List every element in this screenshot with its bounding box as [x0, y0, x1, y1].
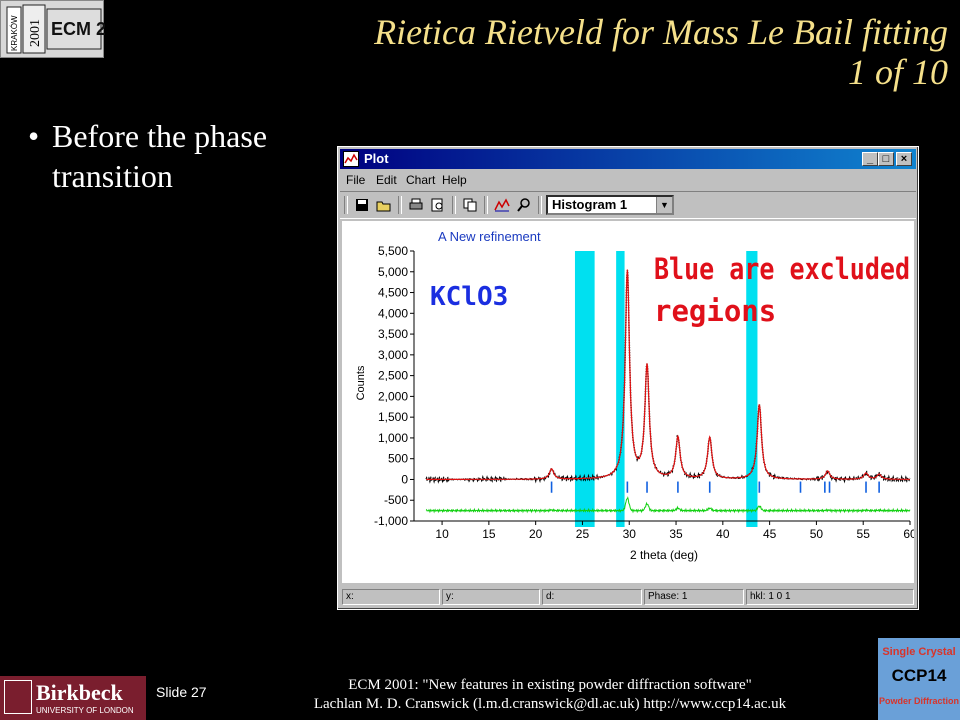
- slide-title-line2: 1 of 10: [847, 52, 948, 92]
- x-tick-label: 50: [810, 527, 824, 541]
- menu-chart[interactable]: Chart: [406, 173, 436, 187]
- bullet-line2: transition: [52, 158, 173, 194]
- status-y: y:: [442, 589, 540, 605]
- x-tick-label: 20: [529, 527, 543, 541]
- footer: ECM 2001: "New features in existing powd…: [230, 676, 870, 714]
- status-x: x:: [342, 589, 440, 605]
- slide-title-line1: Rietica Rietveld for Mass Le Bail fittin…: [374, 12, 948, 52]
- status-bar: x: y: d: Phase: 1 hkl: 1 0 1: [340, 587, 916, 607]
- y-tick-label: 5,500: [378, 244, 408, 258]
- chart-icon[interactable]: [492, 195, 512, 215]
- x-tick-label: 55: [857, 527, 871, 541]
- slide-title: Rietica Rietveld for Mass Le Bail fittin…: [228, 12, 948, 92]
- window-title: Plot: [364, 151, 389, 166]
- toolbar-separator: [538, 196, 542, 214]
- x-tick-label: 35: [669, 527, 683, 541]
- compound-label: KClO3: [430, 282, 508, 312]
- bullet-icon: •: [28, 118, 40, 154]
- y-tick-label: 2,000: [378, 389, 408, 403]
- birkbeck-logo: Birkbeck UNIVERSITY OF LONDON: [0, 676, 146, 720]
- minimize-button[interactable]: _: [862, 152, 878, 166]
- y-tick-label: 3,000: [378, 348, 408, 362]
- y-tick-label: 1,000: [378, 431, 408, 445]
- menu-edit[interactable]: Edit: [376, 173, 397, 187]
- print-icon[interactable]: [406, 195, 426, 215]
- histogram-select[interactable]: Histogram 1 ▼: [546, 195, 674, 215]
- ecm-logo-city: KRAKÓW: [10, 15, 19, 51]
- y-tick-label: 4,000: [378, 306, 408, 320]
- chevron-down-icon[interactable]: ▼: [656, 197, 672, 213]
- toolbar-separator: [452, 196, 456, 214]
- chart-title: A New refinement: [438, 229, 541, 244]
- ecm-logo-name: ECM 20: [51, 19, 105, 39]
- crest-icon: [4, 680, 32, 714]
- ccp14-logo: Single Crystal CCP14 Powder Diffraction: [878, 638, 960, 720]
- open-icon[interactable]: [374, 195, 394, 215]
- toolbar: Histogram 1 ▼: [340, 191, 916, 219]
- y-tick-label: 0: [401, 472, 408, 486]
- bullet-line1: Before the phase: [52, 118, 268, 154]
- excluded-region: [616, 251, 625, 527]
- difference-curve: [425, 496, 911, 514]
- excluded-region: [746, 251, 758, 527]
- excluded-note-line1: Blue are excluded: [654, 252, 910, 286]
- x-tick-label: 25: [576, 527, 590, 541]
- footer-line1: ECM 2001: "New features in existing powd…: [348, 677, 752, 693]
- toolbar-separator: [484, 196, 488, 214]
- window-titlebar[interactable]: Plot _ □ ×: [340, 149, 916, 169]
- x-tick-label: 30: [623, 527, 637, 541]
- status-hkl: hkl: 1 0 1: [746, 589, 914, 605]
- plot-app-icon: [343, 151, 359, 167]
- copy-icon[interactable]: [460, 195, 480, 215]
- y-tick-label: 4,500: [378, 286, 408, 300]
- toolbar-separator: [344, 196, 348, 214]
- ccp14-line3: Powder Diffraction: [878, 696, 959, 706]
- diffraction-chart: 5,500 5,000 4,500 4,000 3,500 3,000 2,500 2,000…: [355, 229, 917, 562]
- ccp14-line1: Single Crystal: [882, 646, 956, 658]
- y-tick-label: 5,000: [378, 265, 408, 279]
- print-preview-icon[interactable]: [428, 195, 448, 215]
- ecm-logo-year: 2001: [28, 19, 43, 47]
- close-button[interactable]: ×: [896, 152, 912, 166]
- y-tick-label: 2,500: [378, 369, 408, 383]
- maximize-button[interactable]: □: [878, 152, 894, 166]
- status-phase: Phase: 1: [644, 589, 744, 605]
- x-tick-label: 40: [716, 527, 730, 541]
- menu-bar: File Edit Chart Help: [340, 171, 916, 189]
- footer-line2: Lachlan M. D. Cranswick (l.m.d.cranswick…: [313, 696, 787, 712]
- x-tick-label: 10: [435, 527, 449, 541]
- excluded-note-line2: regions: [654, 294, 776, 328]
- x-tick-label: 45: [763, 527, 777, 541]
- plot-window: Plot _ □ × File Edit Chart Help: [337, 146, 919, 610]
- birkbeck-name: Birkbeck: [36, 680, 123, 705]
- ccp14-line2: CCP14: [891, 666, 947, 685]
- excluded-region: [574, 251, 595, 527]
- y-tick-label: 500: [388, 452, 408, 466]
- menu-help[interactable]: Help: [442, 173, 467, 187]
- birkbeck-sub: UNIVERSITY OF LONDON: [36, 706, 134, 715]
- x-tick-label: 15: [482, 527, 496, 541]
- x-tick-label: 60: [903, 527, 914, 541]
- ecm-logo: KRAKÓW 2001 ECM 20: [0, 0, 116, 58]
- chart-xlabel: 2 theta (deg): [630, 548, 698, 562]
- calculated-curve: [426, 269, 910, 480]
- status-d: d:: [542, 589, 642, 605]
- menu-file[interactable]: File: [346, 173, 366, 187]
- plot-area[interactable]: 5,500 5,000 4,500 4,000 3,500 3,000 2,500 2,000…: [342, 221, 917, 583]
- toolbar-separator: [398, 196, 402, 214]
- histogram-select-value: Histogram 1: [552, 197, 628, 212]
- slide-number: Slide 27: [156, 684, 207, 700]
- y-tick-label: -1,000: [374, 514, 408, 528]
- save-icon[interactable]: [352, 195, 372, 215]
- y-tick-label: 3,500: [378, 327, 408, 341]
- zoom-icon[interactable]: [514, 195, 534, 215]
- y-tick-label: -500: [384, 493, 408, 507]
- chart-ylabel: Counts: [355, 365, 367, 400]
- y-tick-label: 1,500: [378, 410, 408, 424]
